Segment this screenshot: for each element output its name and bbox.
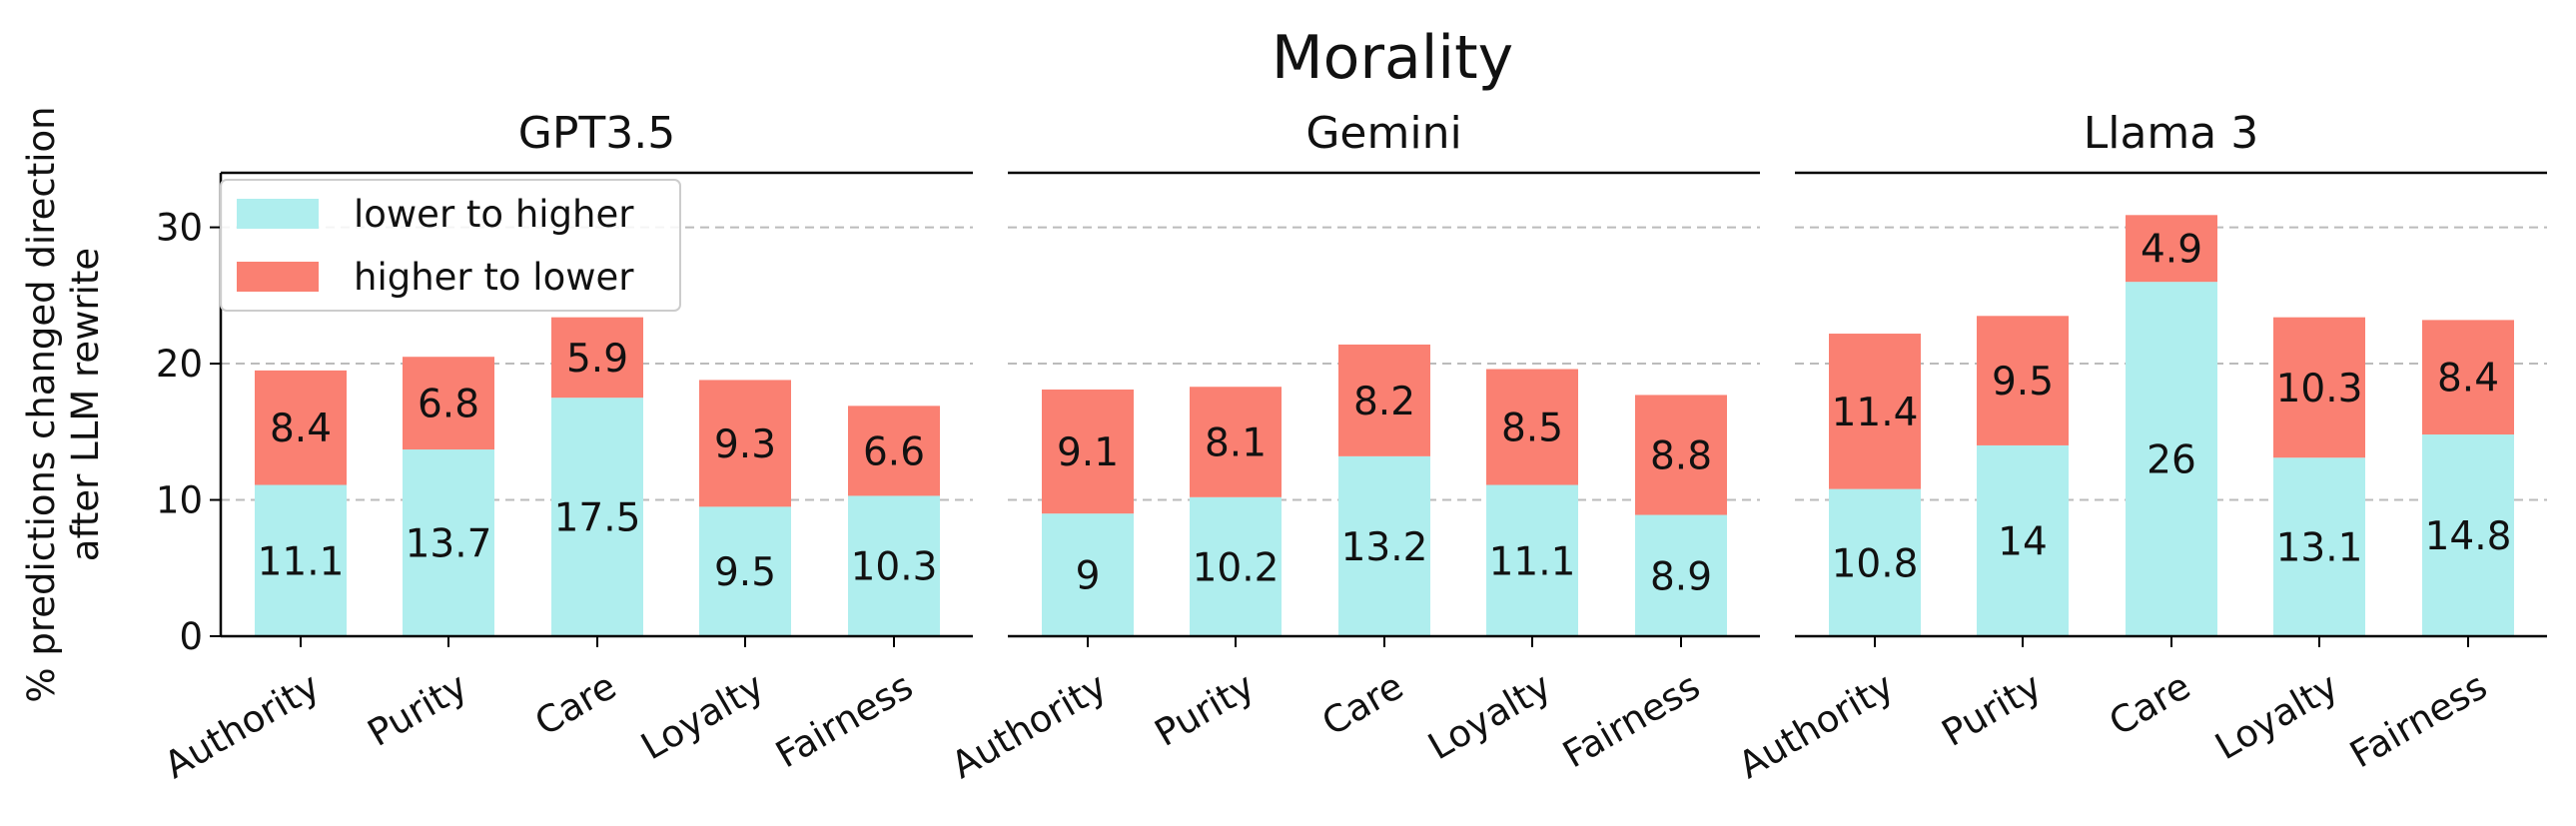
value-label-lower-gemini-loyalty: 11.1	[1489, 539, 1576, 584]
legend-swatch-higher-to-lower	[237, 262, 319, 292]
bar-lower-to-higher-gemini-authority	[1042, 513, 1134, 636]
legend-label-higher-to-lower: higher to lower	[354, 256, 634, 299]
bar-higher-to-lower-llama-3-loyalty	[2273, 317, 2365, 458]
value-label-higher-gemini-care: 8.2	[1353, 380, 1415, 424]
value-label-higher-gemini-fairness: 8.8	[1650, 433, 1712, 478]
legend-label-lower-to-higher: lower to higher	[354, 193, 634, 236]
bar-higher-to-lower-gpt3-5-fairness	[848, 406, 940, 496]
value-label-lower-gpt3-5-care: 17.5	[554, 496, 641, 541]
panel-title-gpt3-5: GPT3.5	[518, 108, 675, 159]
value-label-higher-gemini-authority: 9.1	[1057, 430, 1119, 475]
value-label-lower-gpt3-5-loyalty: 9.5	[714, 550, 776, 595]
bar-lower-to-higher-gemini-fairness	[1635, 514, 1727, 636]
x-tick-label-gemini-fairness: Fairness	[1556, 664, 1708, 776]
value-label-higher-gemini-purity: 8.1	[1205, 421, 1267, 466]
x-tick-label-llama-3-fairness: Fairness	[2343, 664, 2495, 776]
value-label-lower-gemini-authority: 9	[1076, 554, 1101, 599]
panel-title-llama-3: Llama 3	[2084, 108, 2259, 159]
value-label-higher-gpt3-5-care: 5.9	[566, 337, 628, 382]
x-tick-label-gemini-authority: Authority	[944, 664, 1114, 787]
value-label-higher-llama-3-authority: 11.4	[1832, 391, 1919, 435]
bar-higher-to-lower-gpt3-5-loyalty	[699, 380, 791, 507]
x-tick-label-llama-3-authority: Authority	[1731, 664, 1901, 787]
value-label-lower-gpt3-5-fairness: 10.3	[851, 545, 938, 590]
bar-lower-to-higher-llama-3-authority	[1829, 488, 1921, 636]
value-label-lower-gpt3-5-authority: 11.1	[258, 539, 345, 584]
x-tick-label-llama-3-loyalty: Loyalty	[2208, 664, 2345, 768]
bar-lower-to-higher-llama-3-care	[2126, 282, 2217, 636]
panel-title-gemini: Gemini	[1305, 108, 1461, 159]
value-label-lower-gemini-fairness: 8.9	[1650, 554, 1712, 599]
x-tick-label-gpt3-5-loyalty: Loyalty	[634, 664, 771, 768]
x-tick-label-gemini-care: Care	[1314, 664, 1410, 744]
chart-title: Morality	[1272, 23, 1513, 93]
bar-higher-to-lower-gpt3-5-authority	[255, 370, 347, 485]
y-tick-label-0: 0	[179, 615, 203, 658]
x-tick-label-gpt3-5-care: Care	[527, 664, 623, 744]
bar-higher-to-lower-gemini-care	[1338, 344, 1430, 456]
y-tick-label-30: 30	[156, 207, 203, 250]
x-tick-label-gpt3-5-fairness: Fairness	[769, 664, 921, 776]
bar-lower-to-higher-gpt3-5-fairness	[848, 495, 940, 636]
bar-lower-to-higher-gpt3-5-care	[551, 398, 643, 636]
bar-lower-to-higher-llama-3-fairness	[2422, 434, 2514, 636]
y-axis-label: % predictions changed directionafter LLM…	[20, 106, 107, 702]
value-label-higher-gpt3-5-loyalty: 9.3	[714, 422, 776, 467]
value-label-lower-llama-3-fairness: 14.8	[2425, 514, 2512, 559]
bar-higher-to-lower-llama-3-authority	[1829, 334, 1921, 489]
x-tick-label-gemini-loyalty: Loyalty	[1421, 664, 1558, 768]
bar-higher-to-lower-gemini-loyalty	[1486, 369, 1578, 485]
x-tick-label-gpt3-5-authority: Authority	[157, 664, 327, 787]
legend-swatch-lower-to-higher	[237, 199, 319, 229]
value-label-higher-llama-3-loyalty: 10.3	[2276, 367, 2363, 412]
bar-lower-to-higher-gpt3-5-purity	[403, 449, 494, 636]
value-label-lower-gemini-care: 13.2	[1341, 525, 1428, 570]
x-tick-label-llama-3-care: Care	[2102, 664, 2197, 744]
value-label-higher-gpt3-5-purity: 6.8	[418, 383, 479, 427]
value-label-lower-llama-3-purity: 14	[1998, 519, 2048, 564]
bar-lower-to-higher-gpt3-5-authority	[255, 484, 347, 636]
bar-higher-to-lower-llama-3-fairness	[2422, 320, 2514, 435]
bar-higher-to-lower-llama-3-purity	[1977, 316, 2069, 445]
value-label-lower-gpt3-5-purity: 13.7	[406, 522, 492, 567]
value-label-lower-llama-3-authority: 10.8	[1832, 541, 1919, 586]
bar-lower-to-higher-gemini-loyalty	[1486, 484, 1578, 636]
bar-lower-to-higher-llama-3-purity	[1977, 444, 2069, 636]
bar-higher-to-lower-gemini-authority	[1042, 389, 1134, 514]
value-label-higher-llama-3-fairness: 8.4	[2437, 357, 2499, 402]
value-label-lower-llama-3-loyalty: 13.1	[2276, 526, 2363, 571]
bar-lower-to-higher-llama-3-loyalty	[2273, 457, 2365, 636]
x-tick-label-llama-3-purity: Purity	[1935, 664, 2049, 755]
x-tick-label-gpt3-5-purity: Purity	[361, 664, 474, 755]
x-tick-label-gemini-purity: Purity	[1148, 664, 1262, 755]
value-label-higher-llama-3-care: 4.9	[2141, 228, 2202, 273]
value-label-higher-llama-3-purity: 9.5	[1992, 360, 2054, 405]
bar-lower-to-higher-gpt3-5-loyalty	[699, 506, 791, 636]
value-label-lower-gemini-purity: 10.2	[1193, 545, 1280, 590]
legend-box	[220, 179, 681, 312]
y-tick-label-20: 20	[156, 343, 203, 386]
bar-lower-to-higher-gemini-care	[1338, 455, 1430, 636]
bar-higher-to-lower-gpt3-5-care	[551, 317, 643, 399]
bar-higher-to-lower-gpt3-5-purity	[403, 357, 494, 450]
bar-higher-to-lower-gemini-fairness	[1635, 395, 1727, 515]
bar-higher-to-lower-llama-3-care	[2126, 215, 2217, 283]
bar-lower-to-higher-gemini-purity	[1190, 496, 1282, 636]
value-label-higher-gpt3-5-fairness: 6.6	[863, 429, 925, 474]
value-label-higher-gemini-loyalty: 8.5	[1501, 407, 1563, 451]
y-tick-label-10: 10	[156, 479, 203, 522]
value-label-lower-llama-3-care: 26	[2147, 438, 2196, 483]
bar-higher-to-lower-gemini-purity	[1190, 387, 1282, 497]
value-label-higher-gpt3-5-authority: 8.4	[270, 407, 332, 451]
